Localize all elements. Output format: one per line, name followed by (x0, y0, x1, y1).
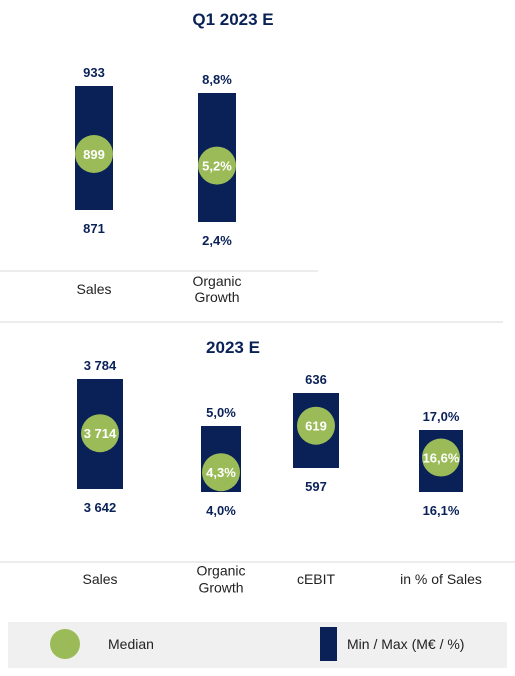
median-label: 619 (305, 419, 327, 434)
max-label: 3 784 (84, 358, 117, 373)
median-marker (297, 406, 335, 445)
median-legend-marker (50, 629, 80, 659)
category-label: cEBIT (297, 571, 336, 587)
median-label: 899 (83, 147, 105, 162)
median-label: 16,6% (423, 451, 460, 466)
category-label: Sales (82, 571, 117, 587)
max-label: 5,0% (206, 405, 236, 420)
min-label: 4,0% (206, 503, 236, 518)
chart-title-q1: Q1 2023 E (192, 10, 274, 29)
minmax-legend-label: Min / Max (M€ / %) (347, 636, 465, 652)
median-marker (422, 438, 460, 477)
max-label: 933 (83, 65, 105, 80)
min-label: 16,1% (423, 503, 460, 518)
max-label: 17,0% (423, 409, 460, 424)
legend: Median Min / Max (M€ / %) (8, 622, 507, 668)
minmax-legend-marker (320, 627, 337, 661)
chart-title-fy: 2023 E (206, 338, 260, 357)
min-label: 871 (83, 221, 105, 236)
category-label: Organic Growth (192, 273, 241, 305)
median-marker (202, 453, 240, 492)
min-label: 3 642 (84, 500, 117, 515)
range-chart: 899 933 871 Sales 5,2% 8,8% 2,4% Organic Growth 3… (0, 65, 515, 596)
median-label: 5,2% (202, 159, 232, 174)
max-label: 8,8% (202, 72, 232, 87)
max-label: 636 (305, 372, 327, 387)
median-marker (75, 135, 113, 173)
median-marker (198, 146, 236, 185)
category-label: Organic Growth (196, 563, 245, 596)
min-label: 597 (305, 479, 327, 494)
category-label: Sales (76, 281, 111, 297)
category-label: in % of Sales (400, 571, 482, 587)
median-label: 3 714 (84, 426, 117, 441)
median-marker (81, 414, 119, 453)
median-legend-label: Median (108, 636, 154, 652)
min-label: 2,4% (202, 233, 232, 248)
median-label: 4,3% (206, 465, 236, 480)
